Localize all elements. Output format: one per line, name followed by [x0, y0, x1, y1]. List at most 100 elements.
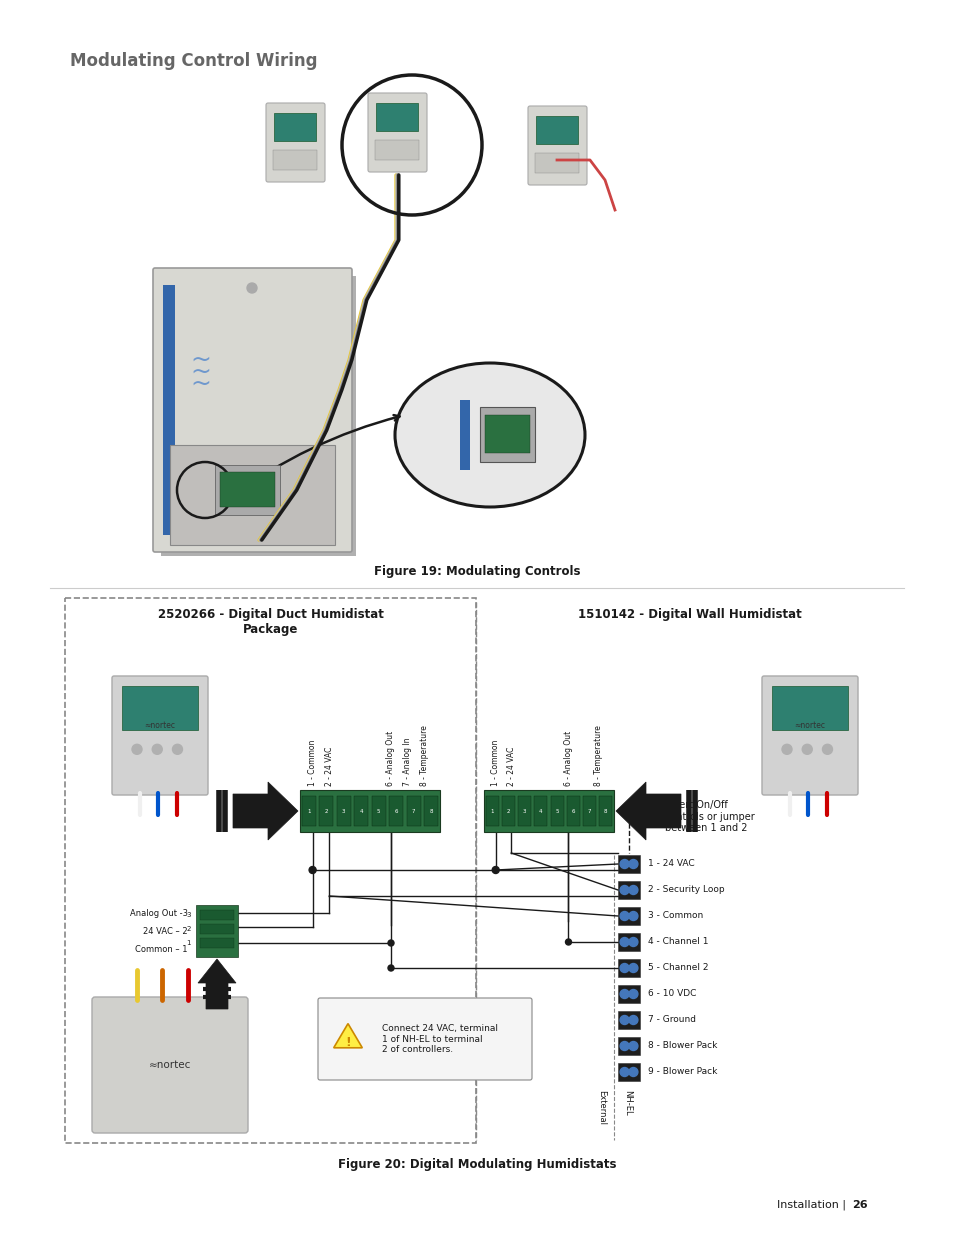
Circle shape [801, 745, 811, 755]
Bar [273, 149, 316, 170]
Text: ~: ~ [190, 348, 211, 372]
Bar [161, 275, 355, 556]
Text: 5: 5 [376, 809, 380, 814]
Text: Modulating Control Wiring: Modulating Control Wiring [70, 52, 317, 70]
Bar [375, 103, 417, 131]
Circle shape [172, 745, 182, 755]
Bar [424, 797, 437, 826]
Circle shape [388, 965, 394, 971]
Polygon shape [616, 782, 680, 840]
Text: 4 - Channel 1: 4 - Channel 1 [647, 937, 708, 946]
Bar [535, 153, 578, 173]
Text: 2: 2 [187, 926, 191, 932]
Bar [618, 1063, 639, 1081]
Text: 1: 1 [186, 940, 191, 946]
FancyBboxPatch shape [266, 103, 325, 182]
Text: 1: 1 [490, 809, 494, 814]
Circle shape [628, 1041, 638, 1051]
Bar [122, 685, 198, 730]
Text: 2 - 24 VAC: 2 - 24 VAC [506, 747, 516, 785]
Circle shape [619, 911, 628, 920]
Text: 1 - 24 VAC: 1 - 24 VAC [647, 860, 694, 868]
Text: 6 - 10 VDC: 6 - 10 VDC [647, 989, 696, 999]
Circle shape [619, 1041, 628, 1051]
Bar [372, 797, 385, 826]
Bar [336, 797, 351, 826]
Bar [618, 1011, 639, 1029]
FancyBboxPatch shape [112, 676, 208, 795]
Circle shape [565, 939, 571, 945]
Text: ~: ~ [190, 359, 211, 384]
Bar [484, 415, 530, 453]
Bar [195, 905, 237, 957]
Bar [214, 466, 280, 515]
Text: 3: 3 [522, 809, 526, 814]
Bar [319, 797, 333, 826]
Text: 7: 7 [587, 809, 591, 814]
Text: 1 - Common: 1 - Common [491, 740, 499, 785]
Circle shape [821, 745, 832, 755]
Text: ≈nortec: ≈nortec [794, 721, 824, 730]
Circle shape [781, 745, 791, 755]
Text: 7 - Ground: 7 - Ground [647, 1015, 696, 1025]
Circle shape [628, 1015, 638, 1025]
Bar [517, 797, 531, 826]
Bar [536, 116, 578, 144]
Text: ≈nortec: ≈nortec [144, 721, 175, 730]
Bar [389, 797, 403, 826]
Circle shape [628, 860, 638, 868]
Text: 24 VAC – 2: 24 VAC – 2 [143, 926, 188, 935]
Bar [598, 797, 612, 826]
Bar [301, 797, 315, 826]
Circle shape [619, 860, 628, 868]
FancyBboxPatch shape [91, 997, 248, 1132]
Text: 7: 7 [412, 809, 416, 814]
Bar [65, 598, 476, 1144]
Circle shape [619, 937, 628, 946]
Circle shape [619, 885, 628, 894]
Circle shape [628, 885, 638, 894]
Bar [170, 445, 335, 545]
Text: 6 - Analog Out: 6 - Analog Out [386, 731, 395, 785]
Text: Connect 24 VAC, terminal
1 of NH-EL to terminal
2 of controllers.: Connect 24 VAC, terminal 1 of NH-EL to t… [381, 1024, 497, 1053]
Text: 8: 8 [429, 809, 433, 814]
Bar [618, 986, 639, 1003]
Circle shape [628, 1067, 638, 1077]
Circle shape [388, 940, 394, 946]
Text: ≈nortec: ≈nortec [149, 1060, 191, 1070]
FancyBboxPatch shape [317, 998, 532, 1079]
Bar [163, 285, 174, 535]
Bar [501, 797, 515, 826]
Circle shape [628, 911, 638, 920]
Bar [200, 910, 233, 920]
Text: 3 - Common: 3 - Common [647, 911, 702, 920]
FancyBboxPatch shape [761, 676, 857, 795]
Text: 2: 2 [324, 809, 328, 814]
Bar [406, 797, 420, 826]
Text: 5 - Channel 2: 5 - Channel 2 [647, 963, 708, 972]
Bar [375, 140, 418, 161]
Circle shape [132, 745, 142, 755]
Text: External: External [597, 1091, 606, 1125]
Text: Analog Out -3: Analog Out -3 [130, 909, 188, 918]
FancyBboxPatch shape [527, 106, 586, 185]
Text: 3: 3 [341, 809, 345, 814]
Bar [220, 472, 274, 508]
Text: 8 - Temperature: 8 - Temperature [419, 725, 429, 785]
Bar [485, 797, 498, 826]
Text: 8 - Temperature: 8 - Temperature [594, 725, 602, 785]
Circle shape [619, 963, 628, 972]
Text: 4: 4 [359, 809, 363, 814]
Text: 2520266 - Digital Duct Humidistat
Package: 2520266 - Digital Duct Humidistat Packag… [157, 608, 383, 636]
Circle shape [152, 745, 162, 755]
Circle shape [619, 989, 628, 999]
Polygon shape [334, 1024, 362, 1047]
Text: 1: 1 [307, 809, 310, 814]
FancyBboxPatch shape [152, 268, 352, 552]
Text: Figure 19: Modulating Controls: Figure 19: Modulating Controls [374, 564, 579, 578]
Text: Common – 1: Common – 1 [135, 945, 188, 953]
Text: 7 - Analog In: 7 - Analog In [403, 737, 412, 785]
Text: 1 - Common: 1 - Common [308, 740, 316, 785]
Circle shape [628, 937, 638, 946]
Bar [618, 906, 639, 925]
